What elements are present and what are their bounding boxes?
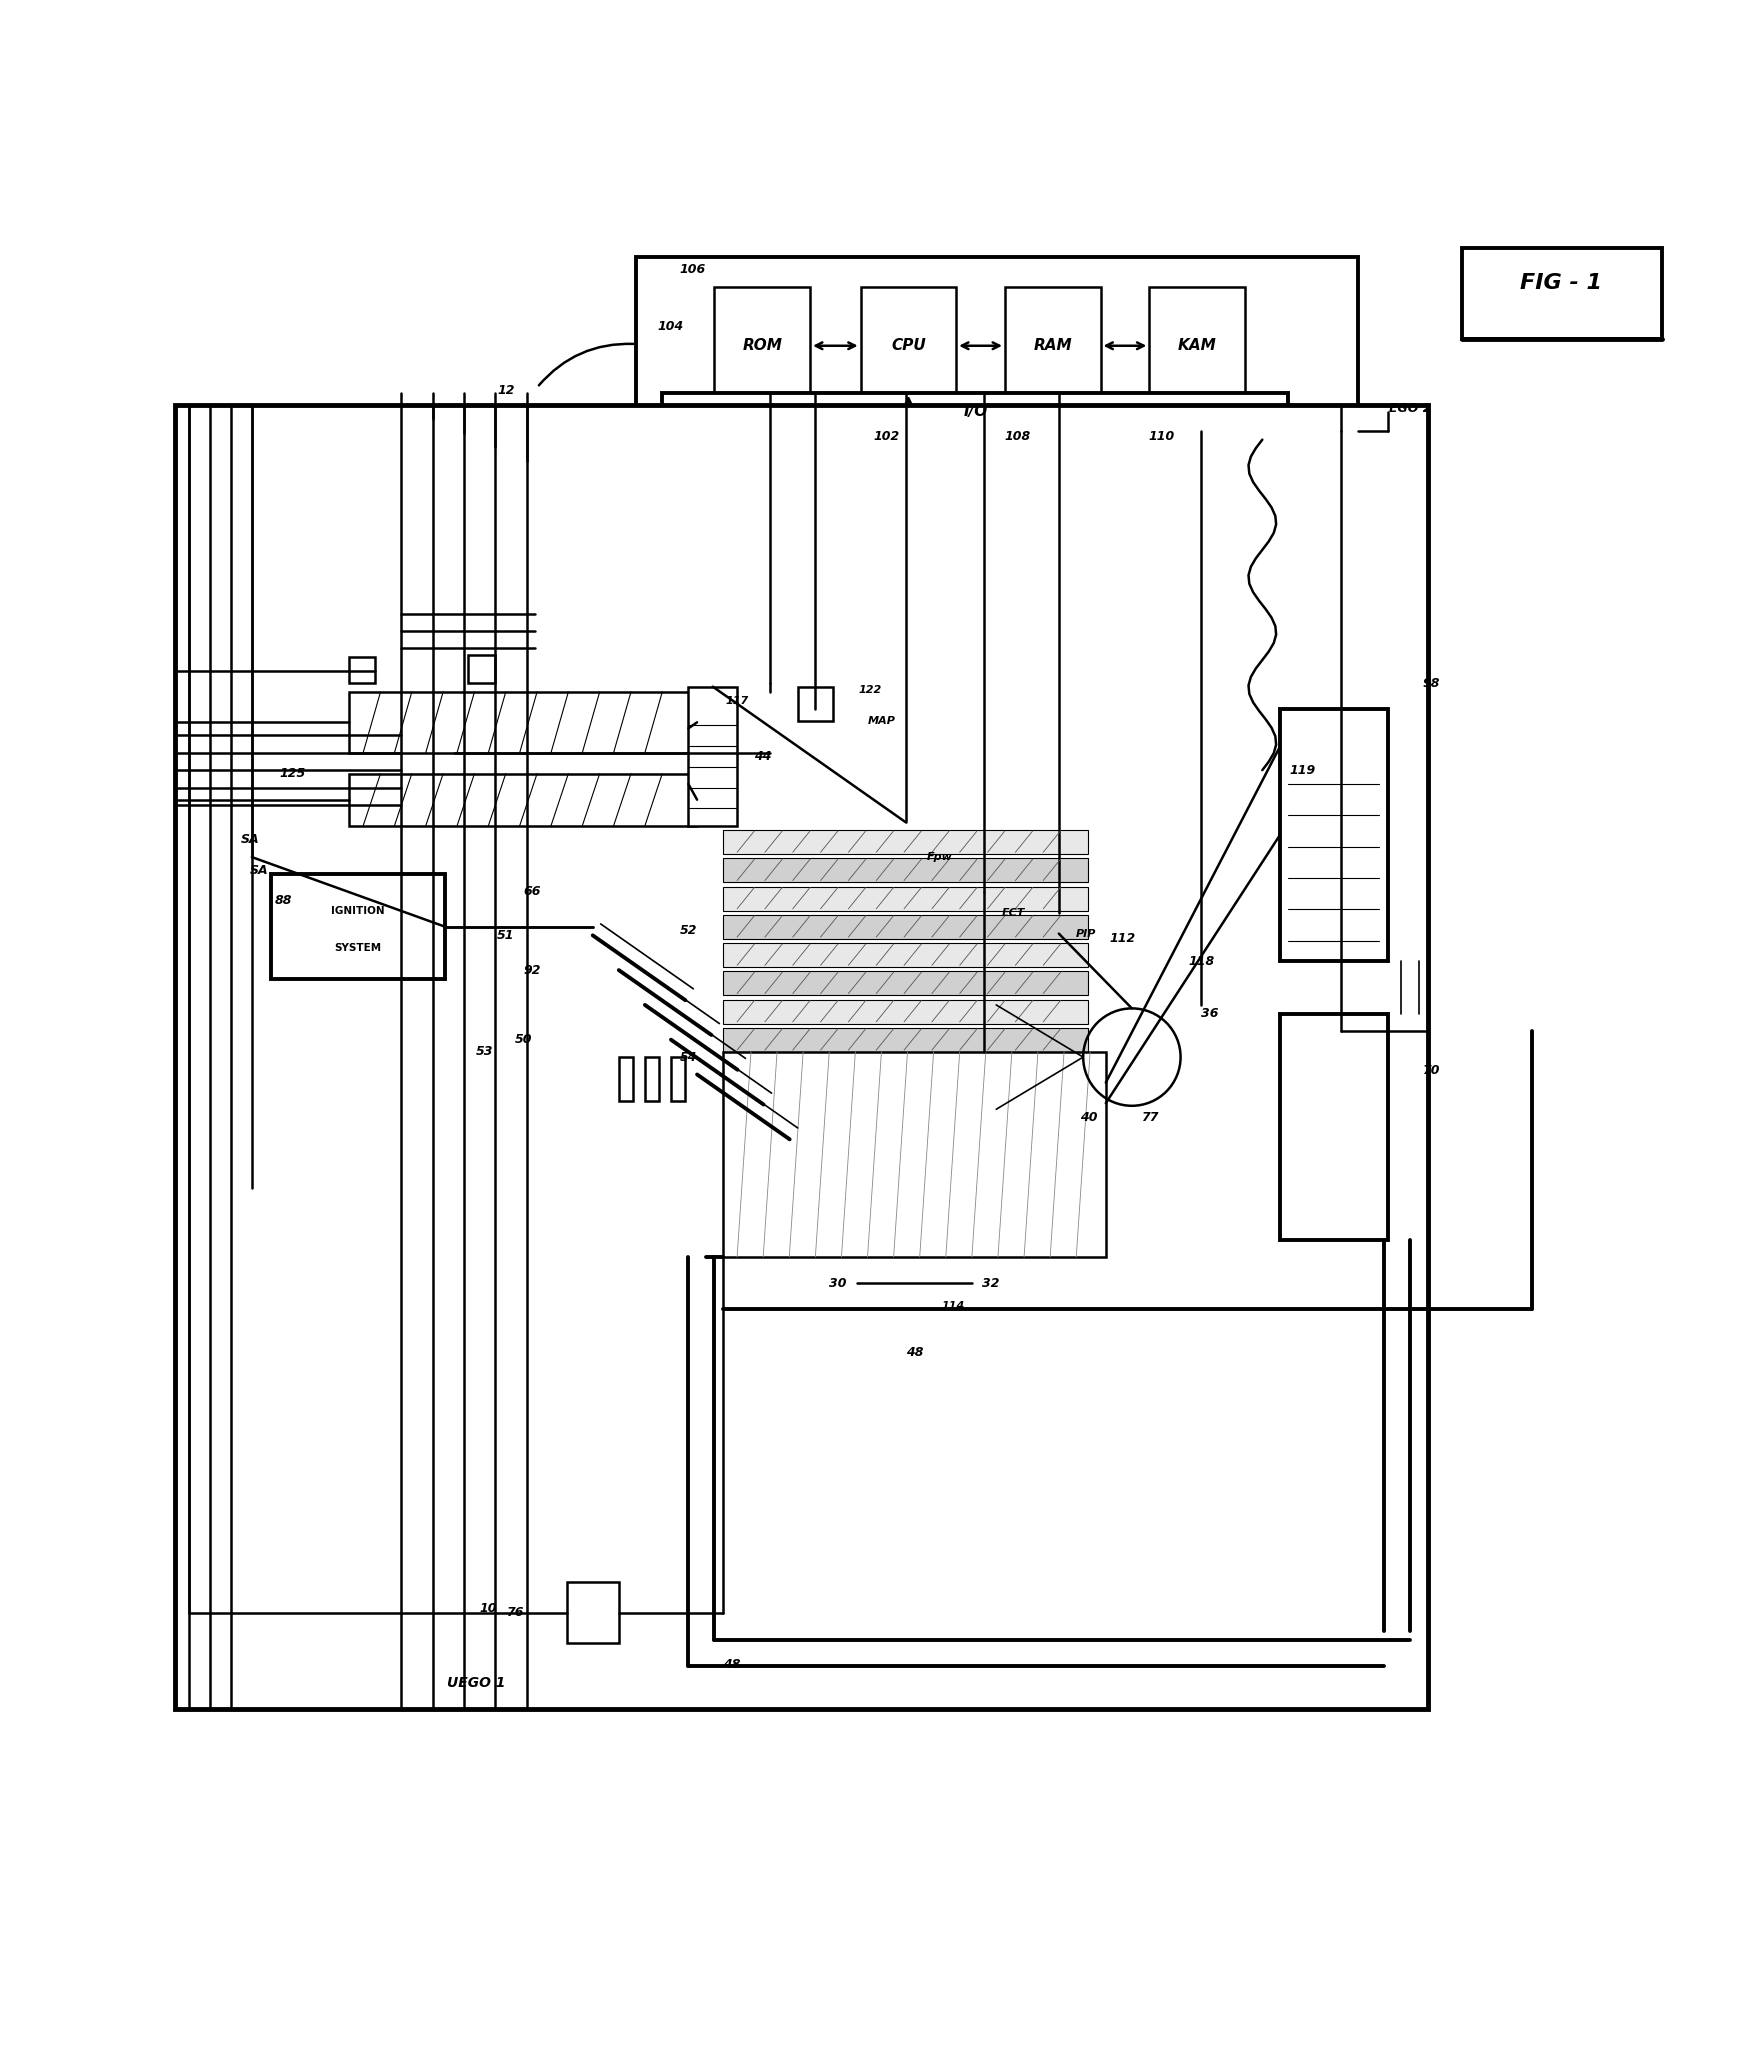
Text: 98: 98: [1421, 676, 1441, 689]
Bar: [176, 404, 1427, 1709]
Bar: [723, 831, 1089, 854]
Bar: [671, 1058, 685, 1101]
Bar: [688, 687, 737, 825]
Bar: [723, 971, 1089, 996]
Bar: [714, 287, 810, 404]
Text: SYSTEM: SYSTEM: [334, 942, 381, 953]
Text: 106: 106: [679, 262, 706, 276]
Bar: [798, 687, 833, 722]
Bar: [723, 1052, 1106, 1258]
Text: 32: 32: [982, 1276, 1000, 1289]
Bar: [645, 1058, 658, 1101]
Text: 12: 12: [496, 384, 514, 398]
Text: EGO 2: EGO 2: [1390, 402, 1432, 414]
Text: IGNITION: IGNITION: [331, 905, 385, 916]
Bar: [618, 1058, 632, 1101]
Text: 52: 52: [679, 924, 697, 936]
Text: CPU: CPU: [890, 338, 925, 353]
Bar: [662, 392, 1289, 431]
Bar: [1280, 1015, 1388, 1239]
Text: 10: 10: [479, 1602, 496, 1615]
Bar: [348, 693, 697, 753]
Text: 50: 50: [514, 1033, 531, 1045]
Text: 114: 114: [941, 1301, 965, 1311]
Text: 44: 44: [754, 751, 772, 763]
Text: I/O: I/O: [963, 404, 988, 419]
Bar: [723, 1000, 1089, 1023]
Text: 40: 40: [1080, 1111, 1097, 1124]
Text: FIG - 1: FIG - 1: [1521, 272, 1603, 293]
Text: 117: 117: [726, 695, 749, 705]
Text: Fpw: Fpw: [927, 852, 953, 862]
Text: RAM: RAM: [1033, 338, 1071, 353]
Text: PIP: PIP: [1077, 928, 1097, 938]
Bar: [723, 858, 1089, 883]
Bar: [467, 656, 495, 683]
Text: 102: 102: [873, 429, 899, 443]
Text: 51: 51: [496, 928, 514, 942]
Text: 125: 125: [279, 767, 307, 779]
Bar: [861, 287, 956, 404]
FancyArrowPatch shape: [538, 344, 634, 386]
Bar: [636, 258, 1359, 431]
Text: 76: 76: [505, 1606, 523, 1619]
Bar: [723, 916, 1089, 938]
Bar: [348, 658, 375, 683]
Text: 54: 54: [679, 1050, 697, 1064]
Text: SA: SA: [240, 833, 260, 845]
Text: 108: 108: [1003, 429, 1030, 443]
Bar: [566, 1582, 618, 1643]
Text: MAP: MAP: [868, 716, 895, 726]
Bar: [348, 773, 697, 825]
Text: 112: 112: [1110, 932, 1136, 944]
Bar: [723, 887, 1089, 911]
Text: 118: 118: [1188, 955, 1214, 967]
Text: 70: 70: [1421, 1064, 1441, 1076]
Bar: [723, 942, 1089, 967]
Text: ECT: ECT: [1002, 907, 1024, 918]
Text: 122: 122: [859, 685, 881, 695]
Bar: [1462, 247, 1662, 338]
Text: 30: 30: [829, 1276, 847, 1289]
Text: 77: 77: [1141, 1111, 1158, 1124]
Text: UEGO 1: UEGO 1: [446, 1676, 505, 1691]
Bar: [723, 1027, 1089, 1052]
Text: 88: 88: [275, 895, 293, 907]
Bar: [1280, 709, 1388, 961]
Bar: [1005, 287, 1101, 404]
Text: 66: 66: [523, 885, 540, 899]
Text: 92: 92: [523, 963, 540, 977]
Text: SA: SA: [249, 864, 268, 878]
Text: ROM: ROM: [742, 338, 782, 353]
Text: 36: 36: [1202, 1006, 1219, 1021]
Text: 110: 110: [1148, 429, 1174, 443]
Text: KAM: KAM: [1178, 338, 1216, 353]
Bar: [1150, 287, 1246, 404]
Text: 48: 48: [906, 1346, 923, 1359]
Text: 104: 104: [657, 320, 683, 334]
Bar: [272, 874, 444, 979]
Text: 53: 53: [476, 1045, 493, 1058]
Text: 48: 48: [723, 1658, 740, 1670]
Text: 119: 119: [1289, 763, 1315, 777]
